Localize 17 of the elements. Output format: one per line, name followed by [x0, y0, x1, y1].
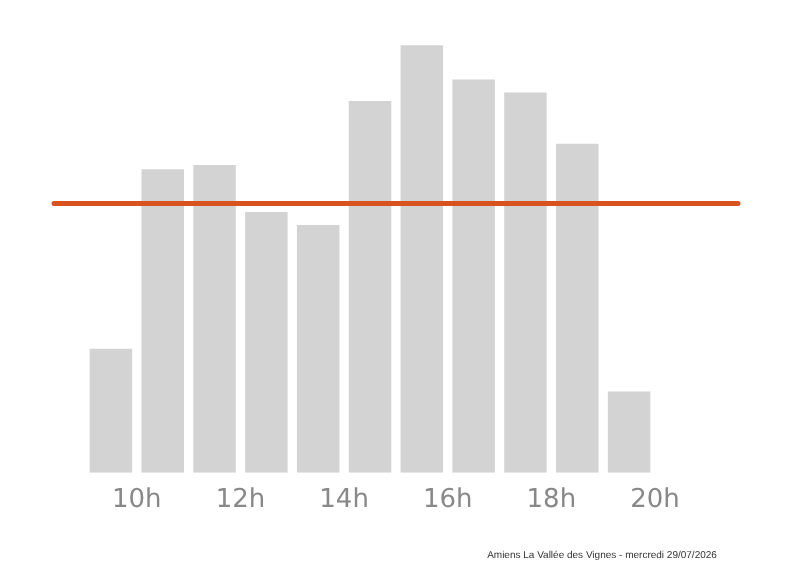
bar	[400, 45, 444, 473]
x-tick-label: 18h	[526, 485, 577, 516]
bar	[348, 100, 392, 473]
x-tick-label: 16h	[422, 485, 473, 516]
bar	[556, 143, 599, 473]
bar	[89, 348, 133, 473]
bar	[504, 92, 547, 473]
x-tick-label: 12h	[215, 485, 266, 516]
x-tick-label: 10h	[112, 485, 162, 516]
bar	[452, 79, 495, 473]
bar	[193, 165, 236, 473]
bar	[607, 391, 651, 473]
bar	[245, 212, 288, 473]
bar	[296, 224, 340, 473]
bar	[141, 169, 184, 473]
x-tick-label: 14h	[319, 485, 369, 516]
x-tick-label: 20h	[630, 485, 680, 516]
